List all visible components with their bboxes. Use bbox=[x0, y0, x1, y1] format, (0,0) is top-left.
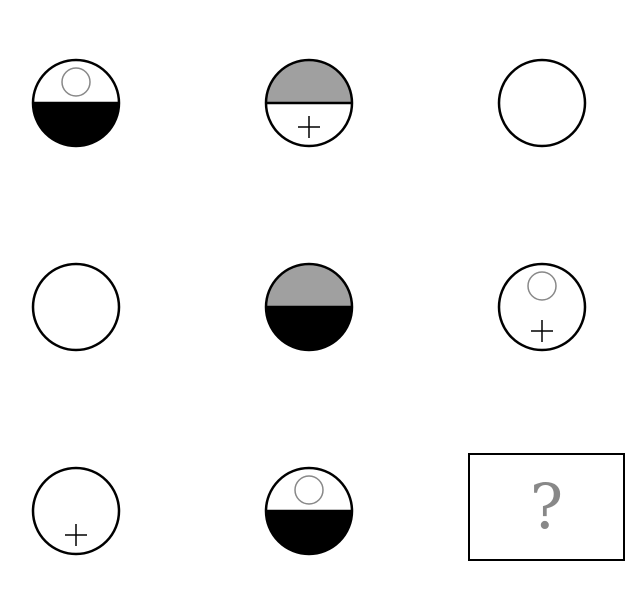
plus-icon bbox=[531, 320, 553, 342]
puzzle-cell-r1-c2[interactable] bbox=[264, 58, 354, 148]
small-circle-icon bbox=[295, 476, 323, 504]
outer-circle bbox=[499, 60, 585, 146]
question-mark: ? bbox=[530, 476, 563, 538]
top-half-fill-gray bbox=[266, 60, 352, 103]
outer-circle bbox=[33, 264, 119, 350]
answer-box[interactable]: ? bbox=[468, 453, 625, 561]
puzzle-cell-r1-c1[interactable] bbox=[31, 58, 121, 148]
bottom-half-fill-black bbox=[33, 103, 119, 146]
puzzle-cell-r1-c3[interactable] bbox=[497, 58, 587, 148]
bottom-half-fill-black bbox=[266, 307, 352, 350]
bottom-half-fill-black bbox=[266, 511, 352, 554]
small-circle-icon bbox=[62, 68, 90, 96]
puzzle-cell-r2-c1[interactable] bbox=[31, 262, 121, 352]
small-circle-icon bbox=[528, 272, 556, 300]
top-half-fill-gray bbox=[266, 264, 352, 307]
puzzle-cell-r3-c1[interactable] bbox=[31, 466, 121, 556]
puzzle-cell-r3-c2[interactable] bbox=[264, 466, 354, 556]
puzzle-cell-r2-c3[interactable] bbox=[497, 262, 587, 352]
puzzle-cell-r2-c2[interactable] bbox=[264, 262, 354, 352]
plus-icon bbox=[298, 116, 320, 138]
plus-icon bbox=[65, 524, 87, 546]
